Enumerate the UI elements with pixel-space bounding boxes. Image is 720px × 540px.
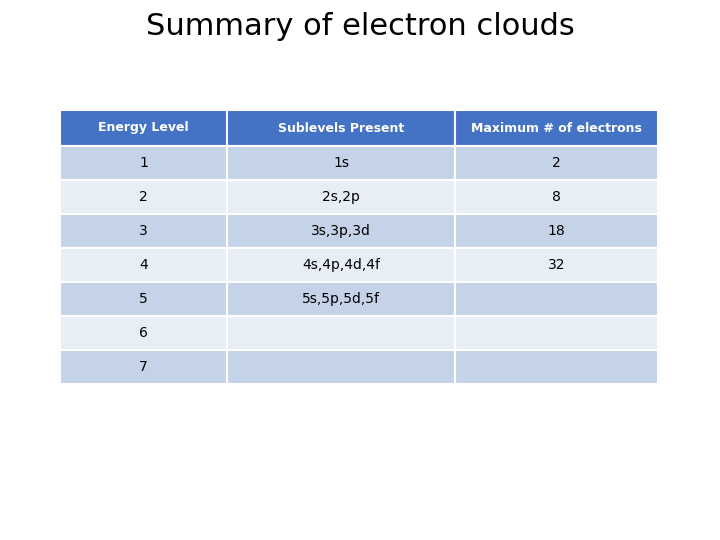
- Text: Sublevels Present: Sublevels Present: [278, 122, 404, 134]
- Text: 1: 1: [139, 156, 148, 170]
- Text: 32: 32: [548, 258, 565, 272]
- Text: 2: 2: [552, 156, 561, 170]
- Text: Summary of electron clouds: Summary of electron clouds: [145, 12, 575, 41]
- Text: 3: 3: [140, 224, 148, 238]
- Text: Energy Level: Energy Level: [99, 122, 189, 134]
- Text: 4: 4: [140, 258, 148, 272]
- Text: 4s,4p,4d,4f: 4s,4p,4d,4f: [302, 258, 380, 272]
- Text: 7: 7: [140, 360, 148, 374]
- Text: 8: 8: [552, 190, 561, 204]
- Text: 5: 5: [140, 292, 148, 306]
- Text: 2s,2p: 2s,2p: [322, 190, 360, 204]
- Text: 3s,3p,3d: 3s,3p,3d: [311, 224, 371, 238]
- Text: 2: 2: [140, 190, 148, 204]
- Text: 18: 18: [547, 224, 565, 238]
- Text: 1s: 1s: [333, 156, 349, 170]
- Text: Maximum # of electrons: Maximum # of electrons: [471, 122, 642, 134]
- Text: 5s,5p,5d,5f: 5s,5p,5d,5f: [302, 292, 380, 306]
- Text: 6: 6: [139, 326, 148, 340]
